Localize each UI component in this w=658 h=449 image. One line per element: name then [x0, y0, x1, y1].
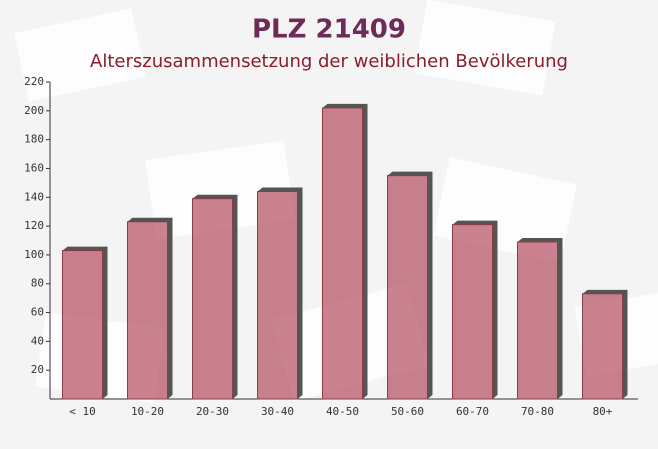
y-tick-label: 100	[24, 248, 44, 261]
x-tick-label: 80+	[593, 405, 613, 418]
y-tick-label: 180	[24, 133, 44, 146]
chart-title: PLZ 21409	[252, 15, 406, 45]
y-tick-label: 120	[24, 219, 44, 232]
bar	[62, 250, 103, 400]
y-tick-label: 140	[24, 190, 44, 203]
bar	[582, 293, 623, 400]
y-tick-label: 20	[31, 363, 44, 376]
bar	[452, 224, 493, 400]
x-tick-label: 60-70	[456, 405, 489, 418]
bar	[127, 221, 168, 400]
x-tick-label: 50-60	[391, 405, 424, 418]
y-tick-label: 60	[31, 306, 44, 319]
chart-subtitle: Alterszusammensetzung der weiblichen Bev…	[90, 51, 568, 72]
x-tick-label: 70-80	[521, 405, 554, 418]
bar	[257, 191, 298, 400]
bar	[322, 107, 363, 400]
x-tick-label: 30-40	[261, 405, 294, 418]
y-tick-label: 40	[31, 334, 44, 347]
y-tick-label: 220	[24, 75, 44, 88]
bar	[192, 198, 233, 400]
y-tick-label: 80	[31, 277, 44, 290]
bar	[517, 241, 558, 400]
y-tick-label: 200	[24, 104, 44, 117]
x-tick-label: 10-20	[131, 405, 164, 418]
x-tick-label: < 10	[69, 405, 96, 418]
x-tick-label: 20-30	[196, 405, 229, 418]
bar	[387, 175, 428, 400]
x-tick-label: 40-50	[326, 405, 359, 418]
y-tick-label: 160	[24, 161, 44, 174]
